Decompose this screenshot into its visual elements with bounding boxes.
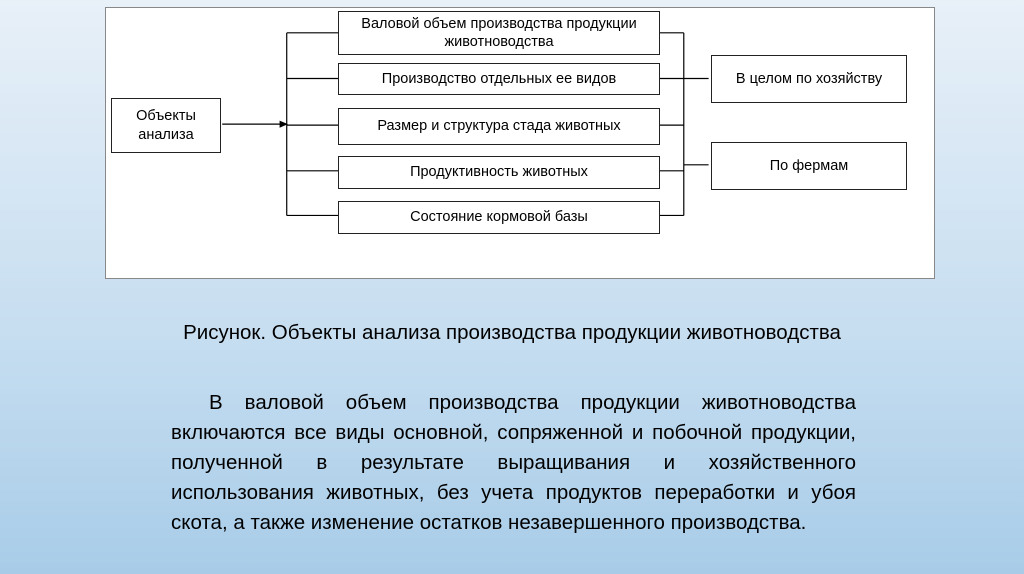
figure-caption: Рисунок. Объекты анализа производства пр… — [0, 317, 1024, 349]
box-mid-2: Производство отдельных ее видов — [338, 63, 660, 95]
box-objects: Объекты анализа — [111, 98, 221, 153]
box-mid-4: Продуктивность животных — [338, 156, 660, 189]
box-right-1: В целом по хозяйству — [711, 55, 907, 103]
box-mid-1: Валовой объем производства продукции жив… — [338, 11, 660, 55]
box-mid-5: Состояние кормовой базы — [338, 201, 660, 234]
diagram-canvas: Объекты анализа Валовой объем производст… — [105, 7, 935, 279]
body-paragraph: В валовой объем производства продукции ж… — [171, 388, 856, 538]
box-mid-3: Размер и структура стада животных — [338, 108, 660, 145]
box-right-2: По фермам — [711, 142, 907, 190]
